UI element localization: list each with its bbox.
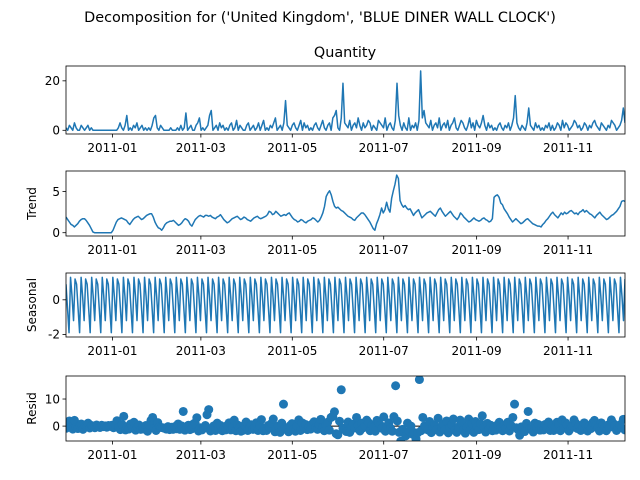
observed-ytick-label: 0 [52,124,60,138]
resid-point [329,407,339,417]
resid-point [618,414,625,424]
resid-point [204,405,214,415]
resid-point [620,425,625,435]
observed-xtick-label: 2011-03 [176,141,226,155]
resid-ytick-label: 10 [45,392,60,406]
trend-data [66,174,625,234]
trend-series-line [66,174,625,234]
observed-series-line [66,70,625,132]
observed-data [66,70,625,132]
observed-xtick-label: 2011-11 [543,141,593,155]
observed-ytick-label: 20 [45,74,60,88]
resid-point [256,415,266,425]
seasonal-xtick-label: 2011-05 [267,344,317,358]
observed-xtick-label: 2011-09 [452,141,502,155]
resid-point [433,413,443,423]
seasonal-panel: -2 0 2011-01 2011-03 2011-05 2011-07 2011-09 20… [25,272,626,358]
seasonal-xtick-label: 2011-07 [359,344,409,358]
trend-xtick-label: 2011-05 [267,243,317,257]
resid-point [119,411,129,421]
resid-point [477,411,487,421]
resid-xtick-label: 2011-07 [359,448,409,462]
resid-point [324,425,334,435]
resid-panel: 0 10 2011-01 2011-03 2011-05 2011-07 2011-09 20… [25,375,626,462]
resid-point [268,414,278,424]
resid-data [66,376,625,441]
seasonal-xtick-label: 2011-09 [452,344,502,358]
seasonal-xtick-label: 2011-01 [87,344,137,358]
resid-point [335,416,345,426]
resid-point [192,413,202,423]
seasonal-xtick-label: 2011-11 [543,344,593,358]
seasonal-ylabel: Seasonal [25,278,39,332]
seasonal-xtick-label: 2011-03 [176,344,226,358]
resid-point [418,412,428,422]
trend-ylabel: Trend [25,187,39,221]
resid-point [379,412,389,422]
resid-xtick-label: 2011-05 [267,448,317,462]
seasonal-axes-frame [65,272,626,338]
resid-xtick-label: 2011-11 [543,448,593,462]
resid-xtick-label: 2011-09 [452,448,502,462]
trend-panel: 0 5 2011-01 2011-03 2011-05 2011-07 2011-09 201… [25,170,626,257]
resid-point [508,412,518,422]
resid-point [278,399,288,409]
resid-point [392,416,402,426]
observed-xtick-label: 2011-07 [359,141,409,155]
resid-xtick-label: 2011-03 [176,448,226,462]
trend-axes-frame [65,170,626,237]
seasonal-ytick-label: -2 [48,328,60,342]
observed-axes-frame [65,65,626,135]
resid-point [414,376,424,385]
resid-point [370,426,380,436]
trend-xtick-label: 2011-09 [452,243,502,257]
trend-ytick-label: 5 [52,185,60,199]
resid-ytick-label: 0 [52,419,60,433]
figure-suptitle: Decomposition for ('United Kingdom', 'BL… [84,10,556,26]
resid-ylabel: Resid [25,392,39,424]
resid-point [523,406,533,416]
observed-xtick-label: 2011-05 [267,141,317,155]
observed-panel-title: Quantity [314,45,377,61]
resid-point [336,385,346,395]
resid-axes-frame [65,375,626,442]
seasonal-ytick-label: 0 [52,293,60,307]
trend-xtick-label: 2011-03 [176,243,226,257]
resid-point [178,406,188,416]
observed-xtick-label: 2011-01 [87,141,137,155]
seasonal-data [66,276,625,334]
resid-point [448,414,458,424]
observed-panel: 0 20 2011-01 2011-03 2011-05 2011-07 2011-09 20… [45,65,626,155]
trend-xtick-label: 2011-01 [87,243,137,257]
trend-ytick-label: 0 [52,226,60,240]
resid-xtick-label: 2011-01 [87,448,137,462]
trend-xtick-label: 2011-07 [359,243,409,257]
trend-xtick-label: 2011-11 [543,243,593,257]
resid-point [333,430,343,440]
resid-point [391,381,401,391]
seasonal-series-line [66,276,625,334]
resid-point [510,399,520,409]
resid-point [387,426,397,436]
